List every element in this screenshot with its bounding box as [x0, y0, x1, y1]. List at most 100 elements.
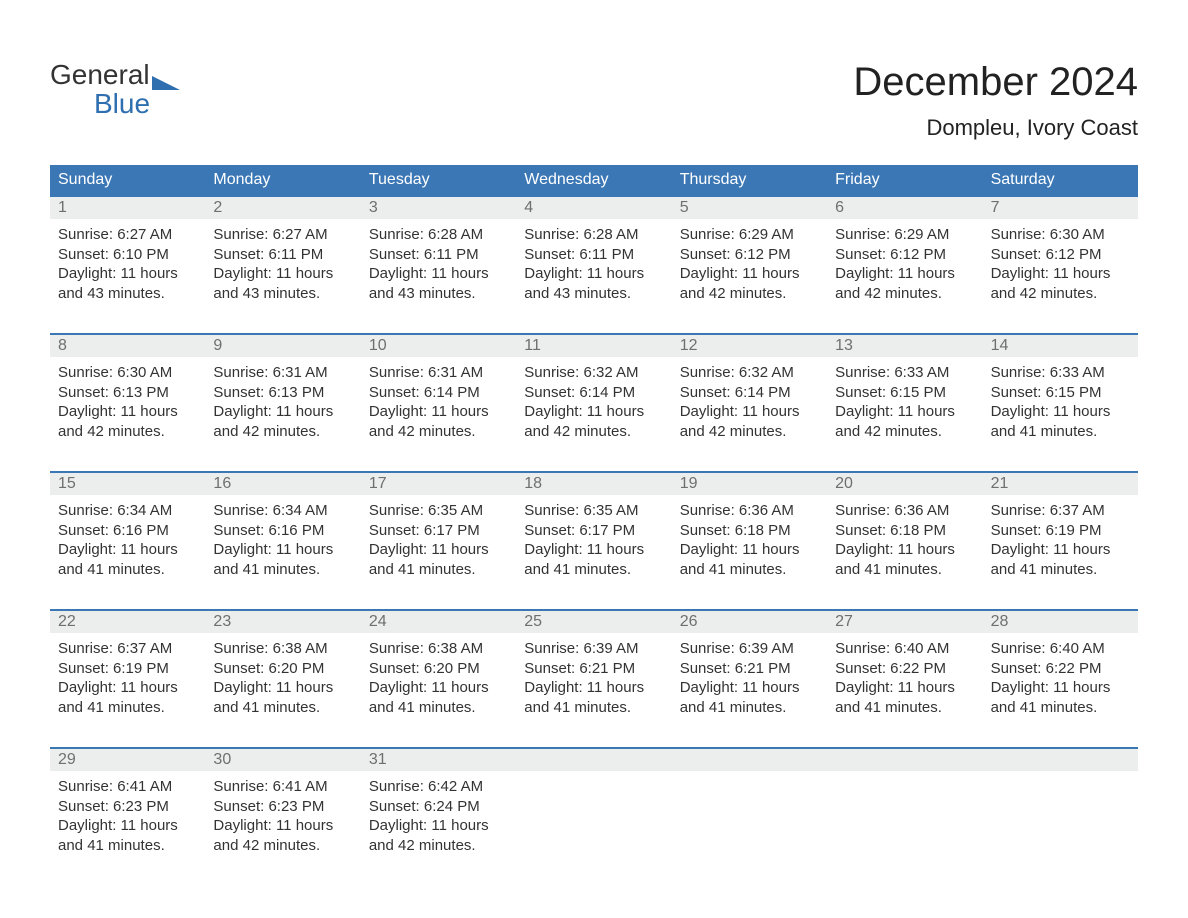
sunset-text: Sunset: 6:19 PM: [991, 521, 1130, 541]
daylight-text: Daylight: 11 hours and 42 minutes.: [680, 402, 819, 441]
day-cell: Sunrise: 6:37 AMSunset: 6:19 PMDaylight:…: [983, 495, 1138, 599]
sunrise-text: Sunrise: 6:37 AM: [991, 501, 1130, 521]
week-row: 15161718192021Sunrise: 6:34 AMSunset: 6:…: [50, 471, 1138, 599]
daylight-text: Daylight: 11 hours and 41 minutes.: [524, 540, 663, 579]
sunrise-text: Sunrise: 6:31 AM: [213, 363, 352, 383]
daylight-text: Daylight: 11 hours and 41 minutes.: [213, 678, 352, 717]
day-cell: Sunrise: 6:27 AMSunset: 6:10 PMDaylight:…: [50, 219, 205, 323]
day-cell: Sunrise: 6:29 AMSunset: 6:12 PMDaylight:…: [827, 219, 982, 323]
sunset-text: Sunset: 6:15 PM: [835, 383, 974, 403]
sunrise-text: Sunrise: 6:42 AM: [369, 777, 508, 797]
sunset-text: Sunset: 6:22 PM: [991, 659, 1130, 679]
sunset-text: Sunset: 6:22 PM: [835, 659, 974, 679]
week-row: 293031Sunrise: 6:41 AMSunset: 6:23 PMDay…: [50, 747, 1138, 875]
sunset-text: Sunset: 6:12 PM: [835, 245, 974, 265]
sunrise-text: Sunrise: 6:39 AM: [524, 639, 663, 659]
daylight-text: Daylight: 11 hours and 41 minutes.: [991, 540, 1130, 579]
sunrise-text: Sunrise: 6:33 AM: [991, 363, 1130, 383]
logo-word1: General: [50, 60, 150, 89]
day-number: 6: [827, 197, 982, 219]
day-cell: Sunrise: 6:41 AMSunset: 6:23 PMDaylight:…: [205, 771, 360, 875]
day-cell: Sunrise: 6:32 AMSunset: 6:14 PMDaylight:…: [672, 357, 827, 461]
day-number: 29: [50, 749, 205, 771]
day-cell: Sunrise: 6:28 AMSunset: 6:11 PMDaylight:…: [361, 219, 516, 323]
day-number: 21: [983, 473, 1138, 495]
day-cell: Sunrise: 6:38 AMSunset: 6:20 PMDaylight:…: [361, 633, 516, 737]
day-cell: Sunrise: 6:27 AMSunset: 6:11 PMDaylight:…: [205, 219, 360, 323]
dow-cell: Saturday: [983, 165, 1138, 195]
day-cell: Sunrise: 6:30 AMSunset: 6:13 PMDaylight:…: [50, 357, 205, 461]
day-number: 27: [827, 611, 982, 633]
location-label: Dompleu, Ivory Coast: [853, 115, 1138, 141]
sunrise-text: Sunrise: 6:29 AM: [680, 225, 819, 245]
sunset-text: Sunset: 6:12 PM: [680, 245, 819, 265]
day-number: 13: [827, 335, 982, 357]
day-cell: Sunrise: 6:39 AMSunset: 6:21 PMDaylight:…: [516, 633, 671, 737]
daylight-text: Daylight: 11 hours and 42 minutes.: [991, 264, 1130, 303]
sunrise-text: Sunrise: 6:37 AM: [58, 639, 197, 659]
day-cell: Sunrise: 6:36 AMSunset: 6:18 PMDaylight:…: [827, 495, 982, 599]
daylight-text: Daylight: 11 hours and 42 minutes.: [835, 264, 974, 303]
day-number: 30: [205, 749, 360, 771]
daylight-text: Daylight: 11 hours and 41 minutes.: [680, 678, 819, 717]
day-number: 4: [516, 197, 671, 219]
sunset-text: Sunset: 6:11 PM: [524, 245, 663, 265]
calendar-page: General Blue December 2024 Dompleu, Ivor…: [0, 0, 1188, 915]
day-cell: Sunrise: 6:31 AMSunset: 6:13 PMDaylight:…: [205, 357, 360, 461]
daylight-text: Daylight: 11 hours and 41 minutes.: [991, 402, 1130, 441]
daylight-text: Daylight: 11 hours and 41 minutes.: [213, 540, 352, 579]
day-number: 24: [361, 611, 516, 633]
day-number: [672, 749, 827, 771]
daylight-text: Daylight: 11 hours and 43 minutes.: [369, 264, 508, 303]
day-number: 5: [672, 197, 827, 219]
sunset-text: Sunset: 6:14 PM: [524, 383, 663, 403]
sunset-text: Sunset: 6:13 PM: [58, 383, 197, 403]
sunrise-text: Sunrise: 6:35 AM: [524, 501, 663, 521]
sunrise-text: Sunrise: 6:29 AM: [835, 225, 974, 245]
day-number: 14: [983, 335, 1138, 357]
day-cell: Sunrise: 6:29 AMSunset: 6:12 PMDaylight:…: [672, 219, 827, 323]
day-number: 22: [50, 611, 205, 633]
sunset-text: Sunset: 6:11 PM: [213, 245, 352, 265]
day-number: [983, 749, 1138, 771]
sunrise-text: Sunrise: 6:32 AM: [524, 363, 663, 383]
day-number: 23: [205, 611, 360, 633]
dow-cell: Friday: [827, 165, 982, 195]
day-cell: Sunrise: 6:36 AMSunset: 6:18 PMDaylight:…: [672, 495, 827, 599]
daylight-text: Daylight: 11 hours and 41 minutes.: [58, 816, 197, 855]
sunset-text: Sunset: 6:14 PM: [680, 383, 819, 403]
week-row: 1234567Sunrise: 6:27 AMSunset: 6:10 PMDa…: [50, 195, 1138, 323]
sunrise-text: Sunrise: 6:35 AM: [369, 501, 508, 521]
day-cell: Sunrise: 6:41 AMSunset: 6:23 PMDaylight:…: [50, 771, 205, 875]
sunrise-text: Sunrise: 6:31 AM: [369, 363, 508, 383]
daylight-text: Daylight: 11 hours and 43 minutes.: [58, 264, 197, 303]
day-number: 7: [983, 197, 1138, 219]
day-cell: Sunrise: 6:37 AMSunset: 6:19 PMDaylight:…: [50, 633, 205, 737]
day-number: 19: [672, 473, 827, 495]
day-cell: Sunrise: 6:42 AMSunset: 6:24 PMDaylight:…: [361, 771, 516, 875]
daynum-row: 293031: [50, 749, 1138, 771]
day-cell: Sunrise: 6:40 AMSunset: 6:22 PMDaylight:…: [983, 633, 1138, 737]
sunset-text: Sunset: 6:16 PM: [58, 521, 197, 541]
daylight-text: Daylight: 11 hours and 41 minutes.: [58, 540, 197, 579]
day-number: 1: [50, 197, 205, 219]
day-cell: Sunrise: 6:30 AMSunset: 6:12 PMDaylight:…: [983, 219, 1138, 323]
daylight-text: Daylight: 11 hours and 43 minutes.: [213, 264, 352, 303]
sunset-text: Sunset: 6:17 PM: [369, 521, 508, 541]
daylight-text: Daylight: 11 hours and 41 minutes.: [835, 540, 974, 579]
sunrise-text: Sunrise: 6:34 AM: [58, 501, 197, 521]
week-row: 891011121314Sunrise: 6:30 AMSunset: 6:13…: [50, 333, 1138, 461]
sunrise-text: Sunrise: 6:39 AM: [680, 639, 819, 659]
day-number: 12: [672, 335, 827, 357]
sunrise-text: Sunrise: 6:41 AM: [58, 777, 197, 797]
daynum-row: 891011121314: [50, 335, 1138, 357]
daynum-row: 1234567: [50, 197, 1138, 219]
sunset-text: Sunset: 6:19 PM: [58, 659, 197, 679]
daylight-text: Daylight: 11 hours and 42 minutes.: [369, 402, 508, 441]
day-number: 16: [205, 473, 360, 495]
day-number: 10: [361, 335, 516, 357]
header: General Blue December 2024 Dompleu, Ivor…: [50, 60, 1138, 141]
daylight-text: Daylight: 11 hours and 42 minutes.: [58, 402, 197, 441]
day-number: 25: [516, 611, 671, 633]
sunrise-text: Sunrise: 6:41 AM: [213, 777, 352, 797]
